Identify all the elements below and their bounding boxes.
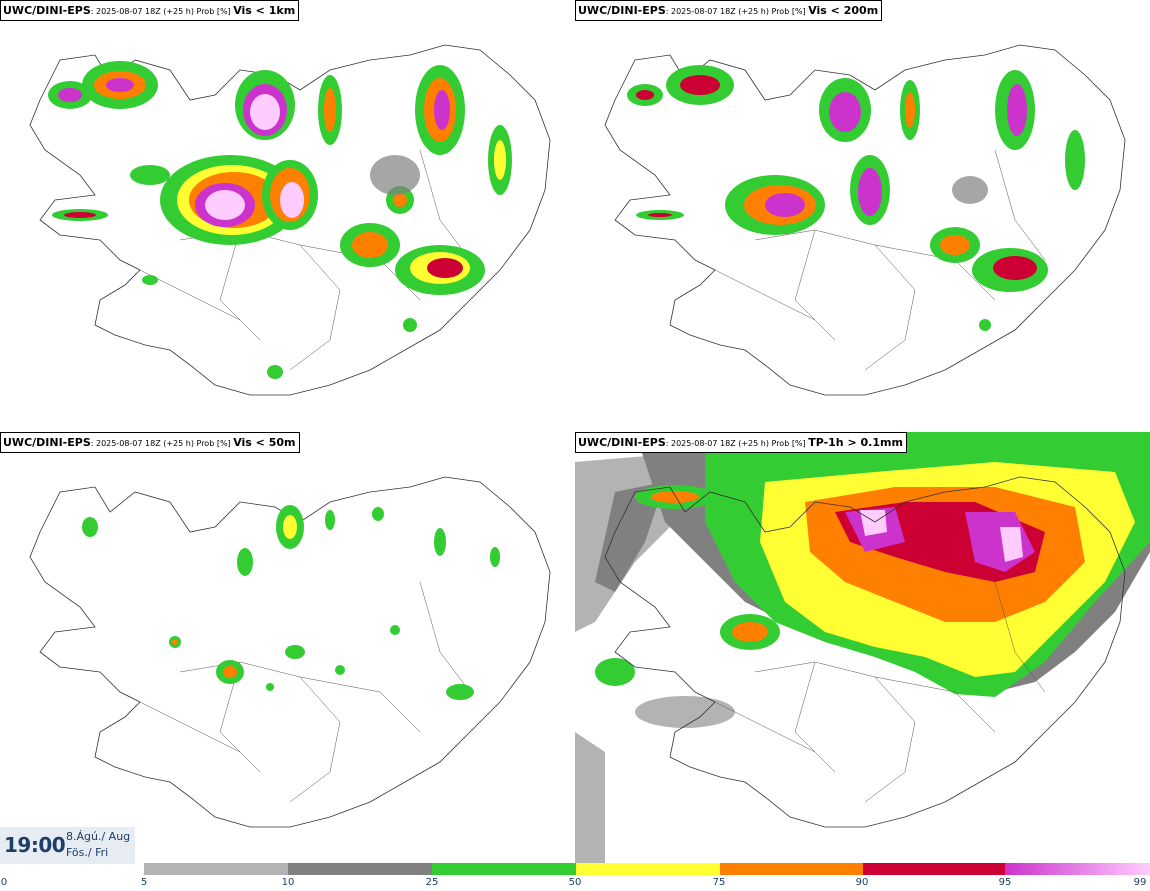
model-name: UWC/DINI-EPS [3, 436, 91, 449]
legend-tick: 10 [281, 877, 295, 888]
probability-shading [48, 61, 512, 379]
valid-weekday: Fös./ Fri [66, 846, 109, 859]
legend-tick: 5 [140, 877, 148, 888]
probability-shading [82, 505, 500, 700]
valid-date: 8.Ágú./ Aug [66, 830, 131, 843]
legend-tick: 75 [712, 877, 726, 888]
valid-time: 19:00 [4, 833, 66, 857]
iceland-map [575, 432, 1150, 863]
legend-segment-25-50 [432, 863, 576, 875]
run-info: : 2025-08-07 18Z (+25 h) Prob [%] [90, 439, 234, 448]
map-panel-vis-50m: UWC/DINI-EPS: 2025-08-07 18Z (+25 h) Pro… [0, 432, 575, 863]
legend-tick: 25 [425, 877, 439, 888]
legend-segment-50-75 [576, 863, 720, 875]
region-borders [714, 581, 1046, 803]
region-borders [139, 581, 471, 803]
variable-name: Vis < 50m [233, 436, 296, 449]
run-info: : 2025-08-07 18Z (+25 h) Prob [%] [665, 7, 809, 16]
legend-segment-90-95 [863, 863, 1007, 875]
panel-title: UWC/DINI-EPS: 2025-08-07 18Z (+25 h) Pro… [575, 0, 883, 21]
panel-title: UWC/DINI-EPS: 2025-08-07 18Z (+25 h) Pro… [0, 0, 300, 21]
run-info: : 2025-08-07 18Z (+25 h) Prob [%] [665, 439, 809, 448]
legend-segment-5-10 [144, 863, 288, 875]
legend-tick: 99 [1133, 877, 1147, 888]
variable-name: TP-1h > 0.1mm [808, 436, 903, 449]
legend-segment-99-end [1005, 863, 1150, 875]
legend-segment-10-25 [288, 863, 432, 875]
iceland-map [604, 44, 1126, 396]
iceland-map [29, 476, 551, 828]
valid-time-box: 19:00 8.Ágú./ Aug Fös./ Fri [0, 827, 135, 864]
model-name: UWC/DINI-EPS [3, 4, 91, 17]
legend-tick: 90 [855, 877, 869, 888]
probability-shading [627, 65, 1085, 331]
legend-tick: 0 [0, 877, 8, 888]
model-name: UWC/DINI-EPS [578, 436, 666, 449]
legend-tick: 50 [568, 877, 582, 888]
panel-title: UWC/DINI-EPS: 2025-08-07 18Z (+25 h) Pro… [0, 432, 300, 453]
coastline [604, 476, 1126, 828]
map-panel-tp-1h: UWC/DINI-EPS: 2025-08-07 18Z (+25 h) Pro… [575, 432, 1150, 863]
iceland-map [29, 44, 551, 396]
color-legend [144, 863, 1150, 875]
probability-shading [575, 432, 1150, 863]
model-name: UWC/DINI-EPS [578, 4, 666, 17]
panel-title: UWC/DINI-EPS: 2025-08-07 18Z (+25 h) Pro… [575, 432, 907, 453]
legend-tick: 95 [998, 877, 1012, 888]
variable-name: Vis < 200m [808, 4, 879, 17]
variable-name: Vis < 1km [233, 4, 296, 17]
map-panel-vis-1km: UWC/DINI-EPS: 2025-08-07 18Z (+25 h) Pro… [0, 0, 575, 431]
run-info: : 2025-08-07 18Z (+25 h) Prob [%] [90, 7, 234, 16]
map-panel-vis-200m: UWC/DINI-EPS: 2025-08-07 18Z (+25 h) Pro… [575, 0, 1150, 431]
legend-segment-75-90 [720, 863, 863, 875]
